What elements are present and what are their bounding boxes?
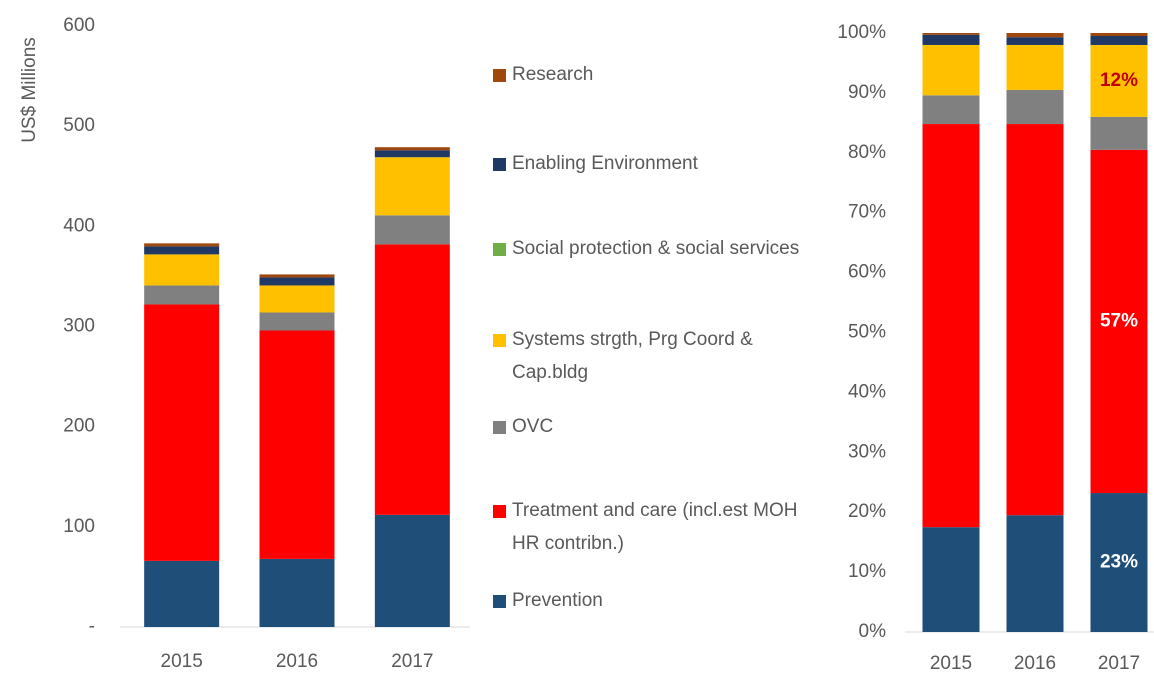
bar-segment <box>259 558 335 627</box>
bar-segment <box>259 274 335 278</box>
y-tick-label: 600 <box>63 15 95 36</box>
legend-item: Research <box>493 58 803 91</box>
bar-segment <box>259 285 335 313</box>
y-tick-label: 60% <box>848 262 886 283</box>
x-tick-label: 2016 <box>1014 653 1056 674</box>
legend-label: Prevention <box>512 590 603 611</box>
data-label: 12% <box>1100 70 1138 91</box>
y-tick-label: 80% <box>848 142 886 163</box>
x-tick-label: 2017 <box>391 651 433 672</box>
legend-swatch <box>493 158 506 171</box>
legend-label: Enabling Environment <box>512 153 698 174</box>
data-label: 23% <box>1100 552 1138 573</box>
y-tick-label: - <box>89 616 95 637</box>
legend-label: Social protection & social services <box>512 238 800 259</box>
legend-swatch <box>493 69 506 82</box>
legend-swatch <box>493 334 506 347</box>
bar-segment <box>374 147 450 151</box>
y-tick-label: 100 <box>63 516 95 537</box>
bar-segment <box>144 560 220 627</box>
bar-segment <box>922 527 980 632</box>
bar-segment <box>1090 116 1148 150</box>
bar-segment <box>922 95 980 125</box>
y-tick-label: 200 <box>63 416 95 437</box>
legend-item: Systems strgth, Prg Coord & Cap.bldg <box>493 323 803 389</box>
bar-segment <box>144 246 220 255</box>
y-tick-label: 0% <box>859 621 887 642</box>
bar-segment <box>1006 33 1064 38</box>
legend-item: Treatment and care (incl.est MOH HR cont… <box>493 494 803 560</box>
y-tick-label: 400 <box>63 215 95 236</box>
bar-segment <box>922 34 980 45</box>
bar-segment <box>144 285 220 305</box>
y-tick-label: 300 <box>63 316 95 337</box>
legend-swatch <box>493 505 506 518</box>
y-tick-label: 50% <box>848 322 886 343</box>
y-axis-label: US$ Millions <box>19 37 40 143</box>
y-tick-label: 20% <box>848 501 886 522</box>
bar-segment <box>259 312 335 331</box>
bar-segment <box>1006 89 1064 125</box>
bar-segment <box>374 244 450 515</box>
bar-segment <box>1006 515 1064 632</box>
legend-swatch <box>493 421 506 434</box>
x-tick-label: 2015 <box>161 651 203 672</box>
bar-segment <box>259 277 335 286</box>
x-tick-label: 2015 <box>930 653 972 674</box>
bar-segment <box>259 330 335 559</box>
bar-segment <box>374 514 450 627</box>
bar-segment <box>374 157 450 216</box>
legend-label: Treatment and care (incl.est MOH HR cont… <box>512 500 798 554</box>
bar-segment <box>1090 493 1148 632</box>
y-tick-label: 500 <box>63 115 95 136</box>
bar-segment <box>1006 37 1064 45</box>
legend-item: Enabling Environment <box>493 147 803 180</box>
data-label: 57% <box>1100 310 1138 331</box>
legend-label: Systems strgth, Prg Coord & Cap.bldg <box>512 329 753 383</box>
bar-segment <box>144 304 220 561</box>
bar-segment <box>144 243 220 247</box>
bar-segment <box>922 33 980 35</box>
legend-item: Social protection & social services <box>493 232 803 265</box>
x-tick-label: 2017 <box>1098 653 1140 674</box>
bar-segment <box>374 215 450 245</box>
y-tick-label: 40% <box>848 381 886 402</box>
y-tick-label: 30% <box>848 441 886 462</box>
legend-label: Research <box>512 64 594 85</box>
bar-segment <box>1006 44 1064 90</box>
legend-item: OVC <box>493 410 803 443</box>
y-tick-label: 70% <box>848 202 886 223</box>
y-tick-label: 10% <box>848 561 886 582</box>
bar-segment <box>922 124 980 528</box>
y-tick-label: 100% <box>837 22 886 43</box>
x-tick-label: 2016 <box>276 651 318 672</box>
legend-swatch <box>493 595 506 608</box>
bar-segment <box>1006 124 1064 516</box>
bar-segment <box>374 150 450 158</box>
y-tick-label: 90% <box>848 82 886 103</box>
bar-segment <box>1090 44 1148 117</box>
bar-segment <box>144 254 220 286</box>
legend-swatch <box>493 243 506 256</box>
legend-item: Prevention <box>493 584 803 617</box>
bar-segment <box>1090 149 1148 494</box>
bar-segment <box>1090 33 1148 36</box>
bar-segment <box>1090 35 1148 45</box>
legend-label: OVC <box>512 416 554 437</box>
bar-segment <box>922 44 980 96</box>
